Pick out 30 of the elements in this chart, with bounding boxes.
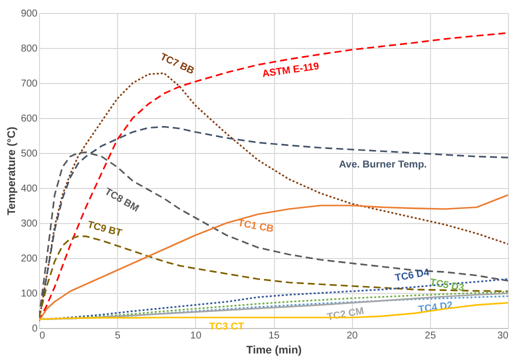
x-tick-label: 5: [114, 330, 121, 342]
text: TC5 D3: [429, 277, 466, 294]
text: TC1 CB: [236, 218, 274, 236]
y-tick-label: 900: [20, 8, 38, 20]
y-axis-title: Temperature (°C): [6, 126, 18, 216]
x-tick-label: 20: [346, 330, 358, 342]
line-series: [39, 302, 508, 320]
x-tick-label: 10: [190, 330, 202, 342]
y-tick-label: 800: [20, 44, 38, 54]
text: TC7 BB: [158, 52, 196, 77]
y-tick-label: 500: [20, 148, 38, 160]
x-tick-label: 25: [424, 330, 436, 342]
y-tick-label: 100: [20, 288, 38, 300]
x-axis-title: Time (min): [246, 344, 302, 356]
line-series: [39, 236, 508, 318]
y-tick-label: 300: [20, 218, 38, 230]
series-label: TC3 CT: [209, 322, 244, 332]
text: TC9 BT: [86, 220, 123, 240]
y-tick-label: 400: [20, 184, 38, 194]
text: TC8 BM: [102, 186, 140, 215]
y-tick-label: 700: [20, 78, 38, 90]
y-tick-label: 200: [20, 254, 38, 264]
y-tick-label: 600: [20, 114, 38, 124]
x-tick-label: 15: [268, 330, 280, 342]
text: ASTM E-119: [262, 61, 320, 80]
x-tick-label: 0: [40, 330, 46, 342]
x-tick-label: 30: [497, 330, 509, 342]
y-tick-label: 0: [32, 324, 38, 334]
series-label: Ave. Burner Temp.: [339, 159, 428, 170]
text: TC6 D4: [394, 267, 431, 284]
